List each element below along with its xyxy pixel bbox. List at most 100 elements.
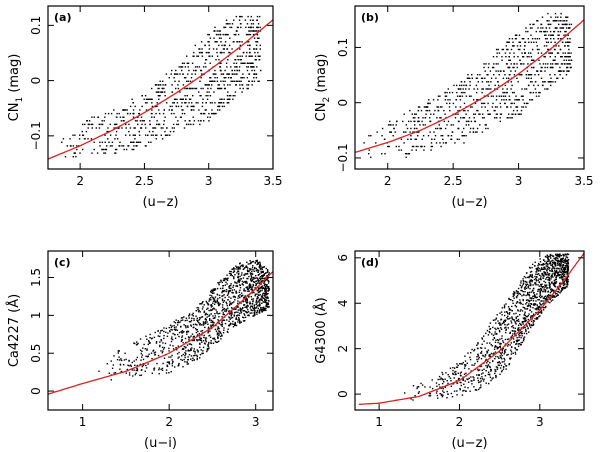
scatter-point bbox=[516, 339, 519, 341]
scatter-point bbox=[228, 285, 231, 287]
scatter-point bbox=[250, 66, 252, 68]
scatter-point bbox=[529, 297, 531, 299]
scatter-point bbox=[207, 95, 209, 97]
scatter-point bbox=[486, 88, 489, 90]
scatter-point bbox=[244, 19, 247, 21]
scatter-point bbox=[468, 368, 470, 370]
scatter-point bbox=[489, 355, 492, 358]
scatter-point bbox=[500, 353, 502, 355]
scatter-point bbox=[517, 345, 520, 347]
scatter-point bbox=[207, 326, 210, 328]
scatter-point bbox=[436, 394, 439, 397]
scatter-point bbox=[553, 266, 555, 268]
scatter-point bbox=[510, 70, 512, 72]
scatter-point bbox=[565, 278, 568, 280]
scatter-point bbox=[500, 324, 502, 326]
scatter-point bbox=[551, 289, 554, 291]
scatter-point bbox=[259, 290, 261, 292]
scatter-point bbox=[184, 95, 186, 97]
scatter-point bbox=[488, 63, 490, 65]
scatter-point bbox=[206, 308, 208, 310]
scatter-point bbox=[204, 109, 206, 111]
scatter-point bbox=[248, 51, 251, 54]
scatter-point bbox=[454, 371, 456, 373]
scatter-point bbox=[130, 141, 132, 143]
scatter-point bbox=[547, 276, 549, 278]
chart-panel: 1 2 300.511.5(c)(u−i)Ca4227 (Å) bbox=[6, 250, 274, 451]
scatter-point bbox=[527, 74, 530, 76]
scatter-point bbox=[198, 339, 201, 341]
scatter-point bbox=[264, 277, 266, 279]
scatter-point bbox=[228, 320, 230, 322]
scatter-point bbox=[166, 127, 168, 129]
scatter-point bbox=[204, 321, 206, 324]
scatter-point bbox=[546, 287, 548, 289]
scatter-point bbox=[555, 269, 558, 272]
scatter-point bbox=[266, 286, 268, 288]
scatter-point bbox=[230, 287, 232, 290]
scatter-point bbox=[555, 271, 558, 273]
scatter-point bbox=[201, 341, 203, 343]
scatter-point bbox=[529, 287, 531, 290]
scatter-point bbox=[241, 84, 243, 86]
scatter-point bbox=[534, 303, 537, 305]
scatter-point bbox=[163, 334, 165, 337]
scatter-point bbox=[221, 334, 223, 336]
scatter-point bbox=[524, 291, 526, 293]
scatter-point bbox=[457, 113, 459, 115]
scatter-point bbox=[459, 99, 462, 101]
scatter-point bbox=[556, 77, 558, 79]
scatter-point bbox=[476, 109, 478, 112]
scatter-point bbox=[218, 30, 220, 32]
scatter-point bbox=[415, 138, 418, 140]
scatter-point bbox=[144, 123, 146, 126]
scatter-point bbox=[193, 87, 195, 90]
scatter-point bbox=[548, 273, 551, 275]
scatter-point bbox=[216, 287, 219, 290]
scatter-point bbox=[499, 342, 501, 344]
scatter-point bbox=[224, 87, 226, 90]
scatter-point bbox=[465, 390, 467, 392]
scatter-point bbox=[551, 281, 553, 283]
scatter-point bbox=[257, 307, 259, 310]
scatter-point bbox=[189, 80, 192, 82]
scatter-point bbox=[251, 292, 253, 294]
scatter-point bbox=[219, 331, 221, 334]
scatter-point bbox=[115, 134, 117, 136]
scatter-point bbox=[261, 307, 263, 309]
scatter-point bbox=[503, 361, 505, 363]
scatter-point bbox=[542, 274, 544, 276]
scatter-point bbox=[179, 98, 182, 100]
scatter-point bbox=[119, 364, 122, 366]
scatter-point bbox=[116, 123, 118, 126]
scatter-point bbox=[526, 315, 529, 318]
scatter-point bbox=[562, 27, 565, 29]
scatter-point bbox=[201, 55, 204, 57]
scatter-point bbox=[246, 84, 248, 86]
scatter-point bbox=[560, 271, 562, 274]
scatter-point bbox=[211, 309, 213, 311]
scatter-point bbox=[221, 51, 223, 54]
scatter-point bbox=[222, 295, 224, 297]
scatter-point bbox=[473, 379, 475, 381]
scatter-point bbox=[230, 317, 232, 319]
scatter-point bbox=[485, 370, 487, 372]
scatter-point bbox=[106, 363, 108, 365]
scatter-point bbox=[524, 52, 526, 54]
scatter-point bbox=[172, 345, 174, 347]
scatter-point bbox=[226, 278, 228, 281]
scatter-point bbox=[208, 55, 210, 57]
scatter-point bbox=[264, 307, 266, 310]
scatter-point bbox=[539, 30, 541, 33]
scatter-point bbox=[512, 330, 514, 332]
scatter-point bbox=[221, 323, 224, 325]
scatter-point bbox=[161, 369, 164, 371]
scatter-point bbox=[215, 112, 217, 115]
scatter-point bbox=[163, 87, 165, 90]
scatter-point bbox=[558, 23, 560, 26]
scatter-point bbox=[227, 23, 229, 25]
scatter-point bbox=[192, 123, 195, 126]
scatter-point bbox=[539, 315, 541, 317]
scatter-point bbox=[412, 131, 414, 133]
scatter-point bbox=[418, 106, 421, 108]
